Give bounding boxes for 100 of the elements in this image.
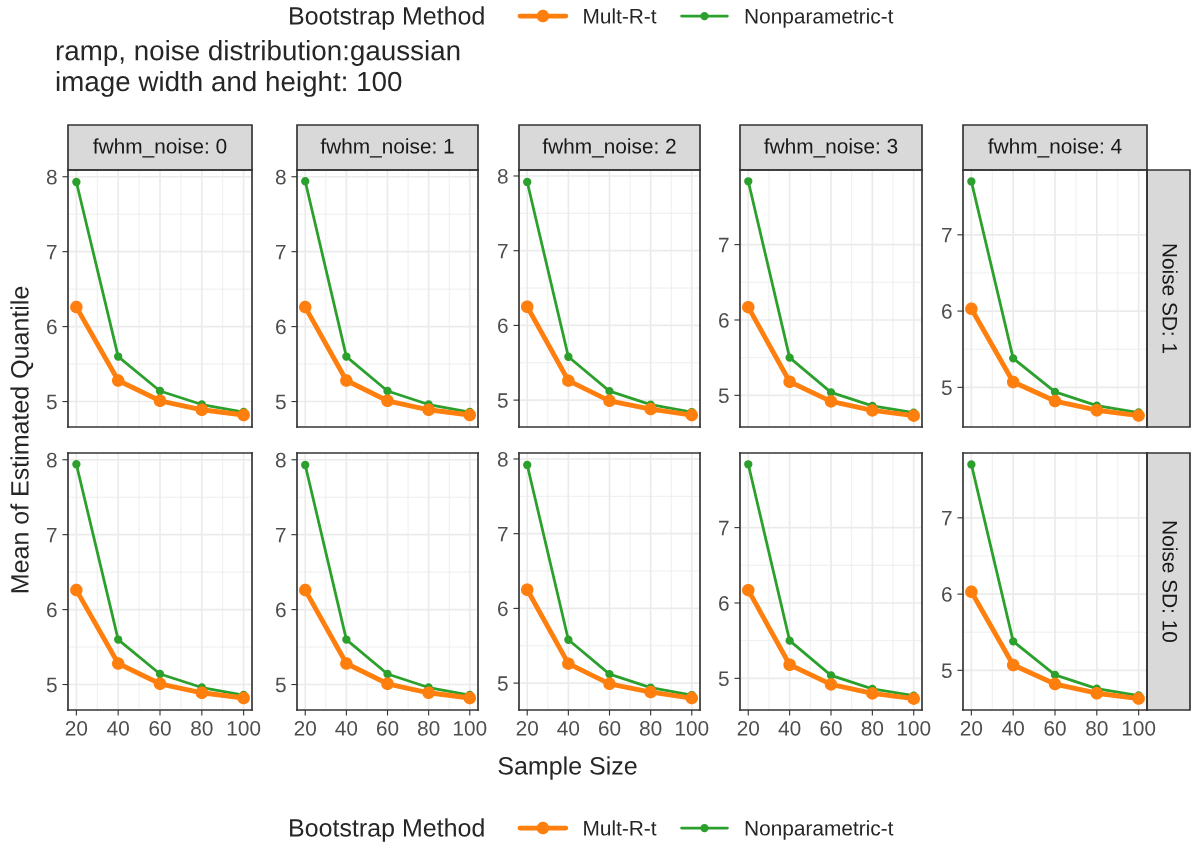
point xyxy=(603,677,616,691)
y-tick-label: 6 xyxy=(276,319,286,335)
point xyxy=(907,692,920,705)
point xyxy=(520,300,534,313)
point xyxy=(967,177,976,186)
y-tick-label: 5 xyxy=(46,677,57,693)
x-tick-label: 100 xyxy=(675,720,709,736)
x-tick-label: 60 xyxy=(149,720,171,736)
x-tick-label: 80 xyxy=(639,720,662,736)
y-tick-label: 6 xyxy=(47,319,57,335)
y-tick-label: 8 xyxy=(497,451,508,467)
point xyxy=(685,408,699,422)
point xyxy=(153,677,167,691)
point xyxy=(340,374,353,387)
point xyxy=(72,177,81,187)
point xyxy=(111,657,125,670)
point xyxy=(564,352,573,361)
point xyxy=(967,460,976,469)
point xyxy=(742,300,755,314)
point xyxy=(340,657,353,670)
point xyxy=(155,386,165,396)
point xyxy=(785,353,794,362)
x-tick-label: 20 xyxy=(65,720,88,736)
y-tick-label: 5 xyxy=(941,663,952,679)
point xyxy=(383,669,392,679)
point xyxy=(783,658,796,672)
point xyxy=(70,300,83,314)
point xyxy=(195,403,209,417)
legend-title: Bootstrap Method xyxy=(290,818,484,842)
legend-label: Mult-R-t xyxy=(584,820,657,836)
y-tick-label: 8 xyxy=(497,168,508,184)
y-tick-label: 7 xyxy=(276,527,286,543)
point xyxy=(824,395,838,408)
point xyxy=(237,691,250,705)
point xyxy=(381,677,394,691)
point xyxy=(70,583,83,597)
point xyxy=(342,352,351,361)
point xyxy=(783,375,796,389)
x-tick-label: 40 xyxy=(1002,720,1024,736)
point xyxy=(153,394,167,408)
y-tick-label: 5 xyxy=(718,388,729,404)
x-tick-label: 40 xyxy=(335,720,358,736)
y-tick-label: 5 xyxy=(497,676,508,691)
x-tick-label: 80 xyxy=(417,720,440,736)
y-tick-label: 6 xyxy=(719,312,729,328)
y-tick-label: 5 xyxy=(497,393,508,408)
x-axis-title: Sample Size xyxy=(498,756,637,780)
point xyxy=(383,386,392,396)
point xyxy=(155,669,165,679)
point xyxy=(744,460,753,469)
point xyxy=(114,352,123,361)
y-tick-label: 7 xyxy=(498,526,508,542)
point xyxy=(1048,394,1062,408)
point xyxy=(562,374,575,387)
point xyxy=(301,460,310,470)
y-tick-label: 8 xyxy=(46,169,57,185)
point xyxy=(1009,354,1018,363)
point xyxy=(603,394,616,408)
y-tick-label: 5 xyxy=(941,380,952,396)
y-tick-label: 6 xyxy=(498,318,508,334)
x-tick-label: 60 xyxy=(376,720,399,736)
point xyxy=(520,583,534,596)
x-tick-label: 100 xyxy=(1122,720,1156,736)
y-tick-label: 8 xyxy=(46,452,57,468)
point xyxy=(562,657,575,670)
point xyxy=(1006,658,1020,672)
point xyxy=(195,686,209,700)
point xyxy=(463,408,477,422)
y-tick-label: 7 xyxy=(47,527,57,543)
y-tick-label: 6 xyxy=(942,304,952,319)
y-tick-label: 7 xyxy=(498,243,508,259)
x-tick-label: 60 xyxy=(598,720,621,736)
point xyxy=(1006,375,1020,389)
x-tick-label: 20 xyxy=(737,720,760,736)
x-tick-label: 40 xyxy=(107,720,129,736)
y-tick-label: 7 xyxy=(719,520,729,536)
point xyxy=(605,669,614,679)
point xyxy=(298,300,312,314)
point xyxy=(685,691,699,705)
point xyxy=(237,408,250,422)
y-tick-label: 6 xyxy=(276,602,286,618)
x-tick-label: 40 xyxy=(557,720,580,736)
point xyxy=(422,403,435,417)
point xyxy=(965,302,978,316)
y-tick-label: 5 xyxy=(275,394,286,410)
point xyxy=(1132,409,1145,422)
chart-title: fwhm_noise: 2 xyxy=(542,138,676,158)
y-tick-label: 7 xyxy=(942,228,952,243)
y-tick-label: 5 xyxy=(46,394,57,410)
point xyxy=(1009,637,1018,646)
y-tick-label: 6 xyxy=(47,602,57,618)
legend-label: Nonparametric-t xyxy=(745,820,894,840)
y-tick-label: 7 xyxy=(276,244,286,260)
point xyxy=(785,636,794,645)
point xyxy=(301,177,310,186)
y-tick-label: 6 xyxy=(498,601,508,617)
legend-label: Mult-R-t xyxy=(584,8,657,24)
point xyxy=(866,687,879,700)
y2-axis-title: Noise SD: 10 xyxy=(1162,521,1178,643)
point xyxy=(907,409,920,422)
